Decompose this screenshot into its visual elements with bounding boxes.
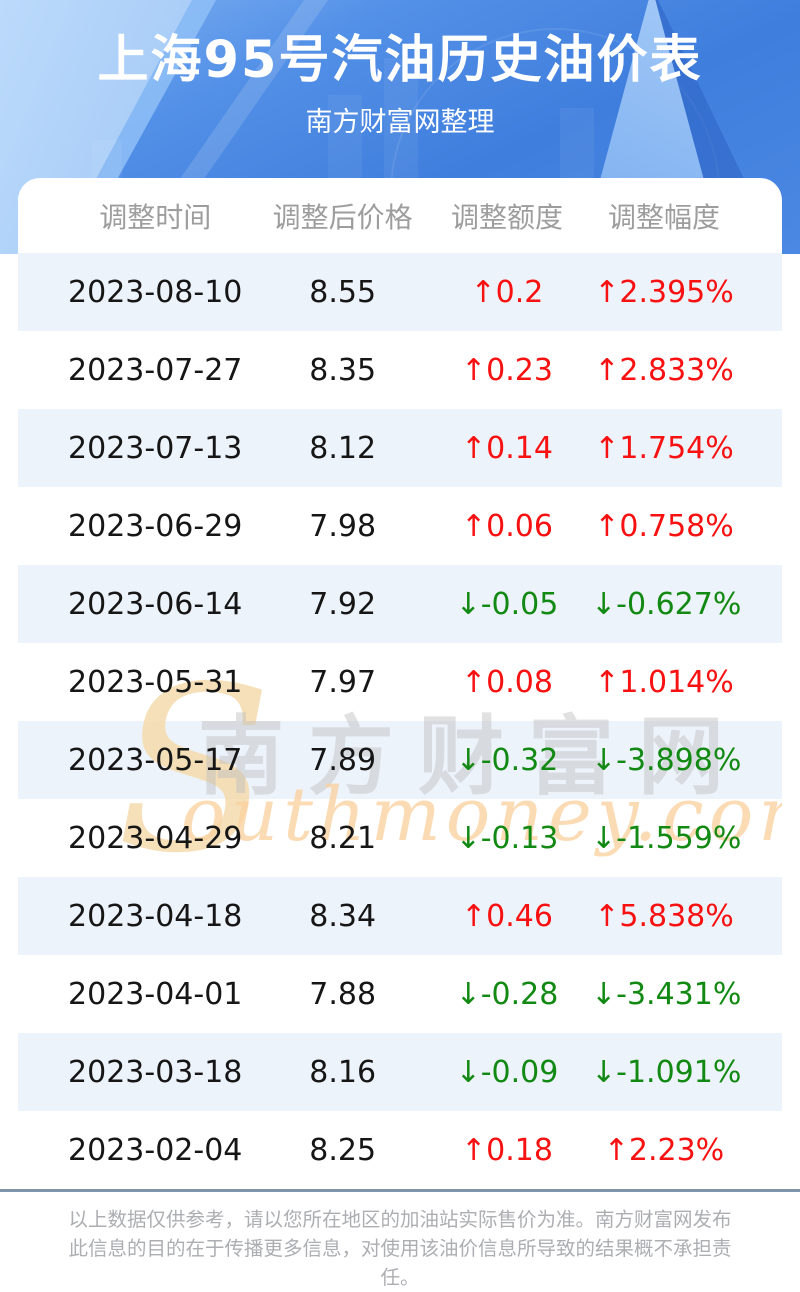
row-percent: ↓-0.627% [590, 586, 742, 622]
table-row: 2023-06-29 7.98 ↑0.06 ↑0.758% [18, 487, 782, 565]
column-header-adjust-amount: 调整额度 [450, 200, 563, 234]
row-percent: ↑2.833% [594, 352, 734, 388]
column-header-adjust-rate: 调整幅度 [607, 200, 720, 234]
footer: 以上数据仅供参考，请以您所在地区的加油站实际售价为准。南方财富网发布此信息的目的… [0, 1192, 800, 1292]
row-change: ↓-0.28 [455, 976, 559, 1012]
row-price: 8.25 [309, 1132, 377, 1168]
row-change: ↑0.18 [460, 1132, 553, 1168]
row-date: 2023-02-04 [68, 1132, 243, 1168]
table-row: 2023-02-04 8.25 ↑0.18 ↑2.23% [18, 1111, 782, 1189]
row-change: ↑0.06 [460, 508, 553, 544]
row-date: 2023-05-31 [68, 664, 243, 700]
table-row: 2023-04-18 8.34 ↑0.46 ↑5.838% [18, 877, 782, 955]
row-percent: ↑2.395% [594, 274, 734, 310]
page-title: 上海95号汽油历史油价表 [97, 31, 703, 90]
row-date: 2023-05-17 [68, 742, 243, 778]
row-date: 2023-04-01 [68, 976, 243, 1012]
row-price: 7.89 [309, 742, 377, 778]
row-change: ↓-0.13 [455, 820, 559, 856]
table-row: 2023-03-18 8.16 ↓-0.09 ↓-1.091% [18, 1033, 782, 1111]
page-subtitle: 南方财富网整理 [305, 107, 495, 138]
row-price: 8.34 [309, 898, 377, 934]
row-percent: ↓-1.559% [590, 820, 742, 856]
row-percent: ↓-3.898% [590, 742, 742, 778]
row-change: ↑0.08 [460, 664, 553, 700]
table-row: 2023-04-29 8.21 ↓-0.13 ↓-1.559% [18, 799, 782, 877]
row-date: 2023-07-27 [68, 352, 243, 388]
footer-divider [0, 1189, 800, 1192]
row-change: ↑0.23 [460, 352, 553, 388]
row-date: 2023-08-10 [68, 274, 243, 310]
row-price: 8.35 [309, 352, 377, 388]
row-date: 2023-07-13 [68, 430, 243, 466]
row-date: 2023-06-14 [68, 586, 243, 622]
row-change: ↑0.46 [460, 898, 553, 934]
row-price: 7.98 [309, 508, 377, 544]
row-percent: ↓-1.091% [590, 1054, 742, 1090]
row-percent: ↑1.754% [594, 430, 734, 466]
table-row: 2023-08-10 8.55 ↑0.2 ↑2.395% [18, 253, 782, 331]
row-price: 7.97 [309, 664, 377, 700]
table-header-row: 调整时间 调整后价格 调整额度 调整幅度 [18, 178, 782, 253]
table-row: 2023-06-14 7.92 ↓-0.05 ↓-0.627% [18, 565, 782, 643]
row-price: 8.12 [309, 430, 377, 466]
row-change: ↓-0.32 [455, 742, 559, 778]
row-change: ↓-0.05 [455, 586, 559, 622]
row-date: 2023-03-18 [68, 1054, 243, 1090]
row-date: 2023-06-29 [68, 508, 243, 544]
row-change: ↑0.2 [470, 274, 544, 310]
row-price: 8.21 [309, 820, 377, 856]
price-table-card: 调整时间 调整后价格 调整额度 调整幅度 2023-08-10 8.55 ↑0.… [18, 178, 782, 1189]
column-header-adjusted-price: 调整后价格 [272, 200, 413, 234]
column-header-adjust-time: 调整时间 [99, 200, 212, 234]
row-percent: ↑5.838% [594, 898, 734, 934]
row-percent: ↑1.014% [594, 664, 734, 700]
row-change: ↓-0.09 [455, 1054, 559, 1090]
table-row: 2023-07-27 8.35 ↑0.23 ↑2.833% [18, 331, 782, 409]
row-price: 7.88 [309, 976, 377, 1012]
table-row: 2023-05-31 7.97 ↑0.08 ↑1.014% [18, 643, 782, 721]
disclaimer-text: 以上数据仅供参考，请以您所在地区的加油站实际售价为准。南方财富网发布此信息的目的… [68, 1208, 732, 1289]
table-row: 2023-04-01 7.88 ↓-0.28 ↓-3.431% [18, 955, 782, 1033]
row-percent: ↓-3.431% [590, 976, 742, 1012]
row-percent: ↑0.758% [594, 508, 734, 544]
table-body: 2023-08-10 8.55 ↑0.2 ↑2.395% 2023-07-27 … [18, 253, 782, 1189]
table-row: 2023-07-13 8.12 ↑0.14 ↑1.754% [18, 409, 782, 487]
row-change: ↑0.14 [460, 430, 553, 466]
row-percent: ↑2.23% [603, 1132, 725, 1168]
row-price: 8.16 [309, 1054, 377, 1090]
row-price: 8.55 [309, 274, 377, 310]
table-row: 2023-05-17 7.89 ↓-0.32 ↓-3.898% [18, 721, 782, 799]
row-price: 7.92 [309, 586, 377, 622]
row-date: 2023-04-18 [68, 898, 243, 934]
row-date: 2023-04-29 [68, 820, 243, 856]
